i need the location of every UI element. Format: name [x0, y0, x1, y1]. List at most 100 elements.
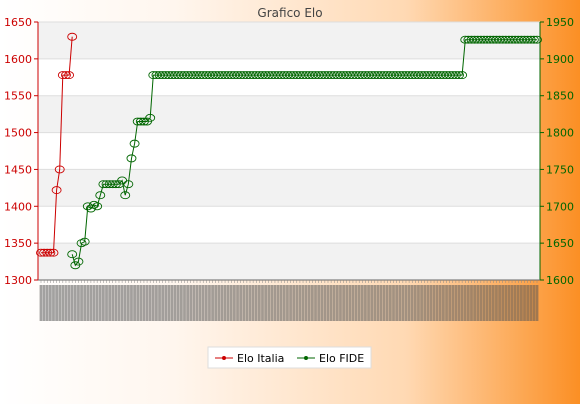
data-point	[145, 113, 156, 122]
x-tick-label	[388, 285, 392, 321]
x-tick-label	[495, 285, 498, 321]
x-tick-label	[282, 285, 286, 321]
data-point	[525, 35, 536, 44]
x-tick-label	[532, 285, 536, 321]
left-tick-label: 1650	[4, 16, 32, 29]
data-point	[95, 191, 106, 200]
x-tick-label	[179, 285, 183, 321]
right-tick-label: 1800	[546, 127, 574, 140]
x-tick-label	[233, 285, 236, 321]
x-tick-label	[161, 285, 165, 321]
right-tick-label: 1750	[546, 163, 574, 176]
x-tick-label	[186, 285, 190, 321]
x-tick-label	[345, 285, 349, 321]
x-tick-label	[429, 285, 433, 321]
x-tick-label	[466, 285, 470, 321]
data-point	[120, 191, 131, 200]
x-tick-label	[485, 285, 489, 321]
x-tick-label	[379, 285, 383, 321]
right-tick-label: 1600	[546, 274, 574, 287]
right-tick-label: 1900	[546, 53, 574, 66]
chart-title: Grafico Elo	[257, 6, 322, 20]
x-tick-label	[201, 285, 205, 321]
x-tick-label	[398, 285, 402, 321]
plot-area	[38, 22, 540, 280]
data-point	[457, 71, 468, 80]
x-tick-label	[145, 285, 149, 321]
x-tick-label	[45, 285, 49, 321]
x-tick-label	[133, 285, 136, 321]
x-tick-label	[307, 285, 311, 321]
left-tick-label: 1450	[4, 163, 32, 176]
x-tick-label	[417, 285, 420, 321]
x-tick-label	[404, 285, 408, 321]
x-axis	[38, 279, 540, 321]
x-tick-label	[198, 285, 202, 321]
x-tick-label	[364, 285, 367, 321]
x-tick-label	[407, 285, 411, 321]
x-tick-label	[136, 285, 140, 321]
grid-band	[38, 22, 540, 59]
data-point	[57, 71, 68, 80]
x-tick-label	[335, 285, 339, 321]
x-tick-label	[279, 285, 283, 321]
x-tick-label	[195, 285, 199, 321]
x-tick-label	[348, 285, 352, 321]
x-tick-label	[245, 285, 249, 321]
x-tick-label	[301, 285, 305, 321]
data-point	[76, 239, 87, 248]
grid-band	[38, 95, 540, 133]
x-tick-label	[208, 285, 211, 321]
x-tick-label	[192, 285, 196, 321]
x-tick-label	[423, 285, 427, 321]
left-y-axis: 1300 1350 1400 1450 1500 1550 1600 1650	[4, 16, 39, 287]
x-tick-label	[376, 285, 380, 321]
x-tick-label	[370, 285, 374, 321]
data-point	[79, 237, 90, 246]
x-tick-label	[317, 285, 321, 321]
x-tick-label	[401, 285, 405, 321]
x-tick-label	[120, 285, 124, 321]
data-point	[135, 117, 146, 126]
left-tick-label: 1600	[4, 53, 32, 66]
x-tick-label	[239, 285, 243, 321]
x-tick-label	[535, 285, 539, 321]
data-point	[64, 71, 75, 80]
series-layer	[36, 32, 542, 270]
data-point	[89, 200, 99, 209]
x-tick-label	[229, 285, 233, 321]
x-tick-label	[382, 285, 386, 321]
x-tick-label	[498, 285, 501, 321]
x-tick-label	[126, 285, 130, 321]
x-tick-label	[432, 285, 436, 321]
x-tick-label	[189, 285, 193, 321]
x-tick-label	[351, 285, 355, 321]
x-tick-label	[108, 285, 112, 321]
x-tick-label	[236, 285, 239, 321]
x-tick-label	[479, 285, 483, 321]
x-tick-label	[445, 285, 448, 321]
x-tick-label	[460, 285, 464, 321]
x-tick-label	[367, 285, 370, 321]
x-tick-label	[251, 285, 255, 321]
data-point	[61, 71, 71, 80]
x-tick-label	[114, 285, 118, 321]
x-tick-label	[295, 285, 299, 321]
left-tick-label: 1350	[4, 237, 32, 250]
data-point	[532, 35, 542, 44]
data-point	[129, 139, 140, 148]
x-tick-label	[86, 285, 90, 321]
x-tick-label	[39, 285, 43, 321]
x-tick-label	[357, 285, 361, 321]
x-tick-label	[155, 285, 158, 321]
x-tick-label	[167, 285, 171, 321]
data-point	[45, 248, 56, 257]
x-tick-label	[438, 285, 442, 321]
x-tick-label	[270, 285, 274, 321]
data-point	[67, 250, 78, 259]
data-point	[92, 202, 103, 211]
data-point	[454, 71, 464, 80]
x-tick-label	[92, 285, 96, 321]
x-tick-label	[373, 285, 377, 321]
